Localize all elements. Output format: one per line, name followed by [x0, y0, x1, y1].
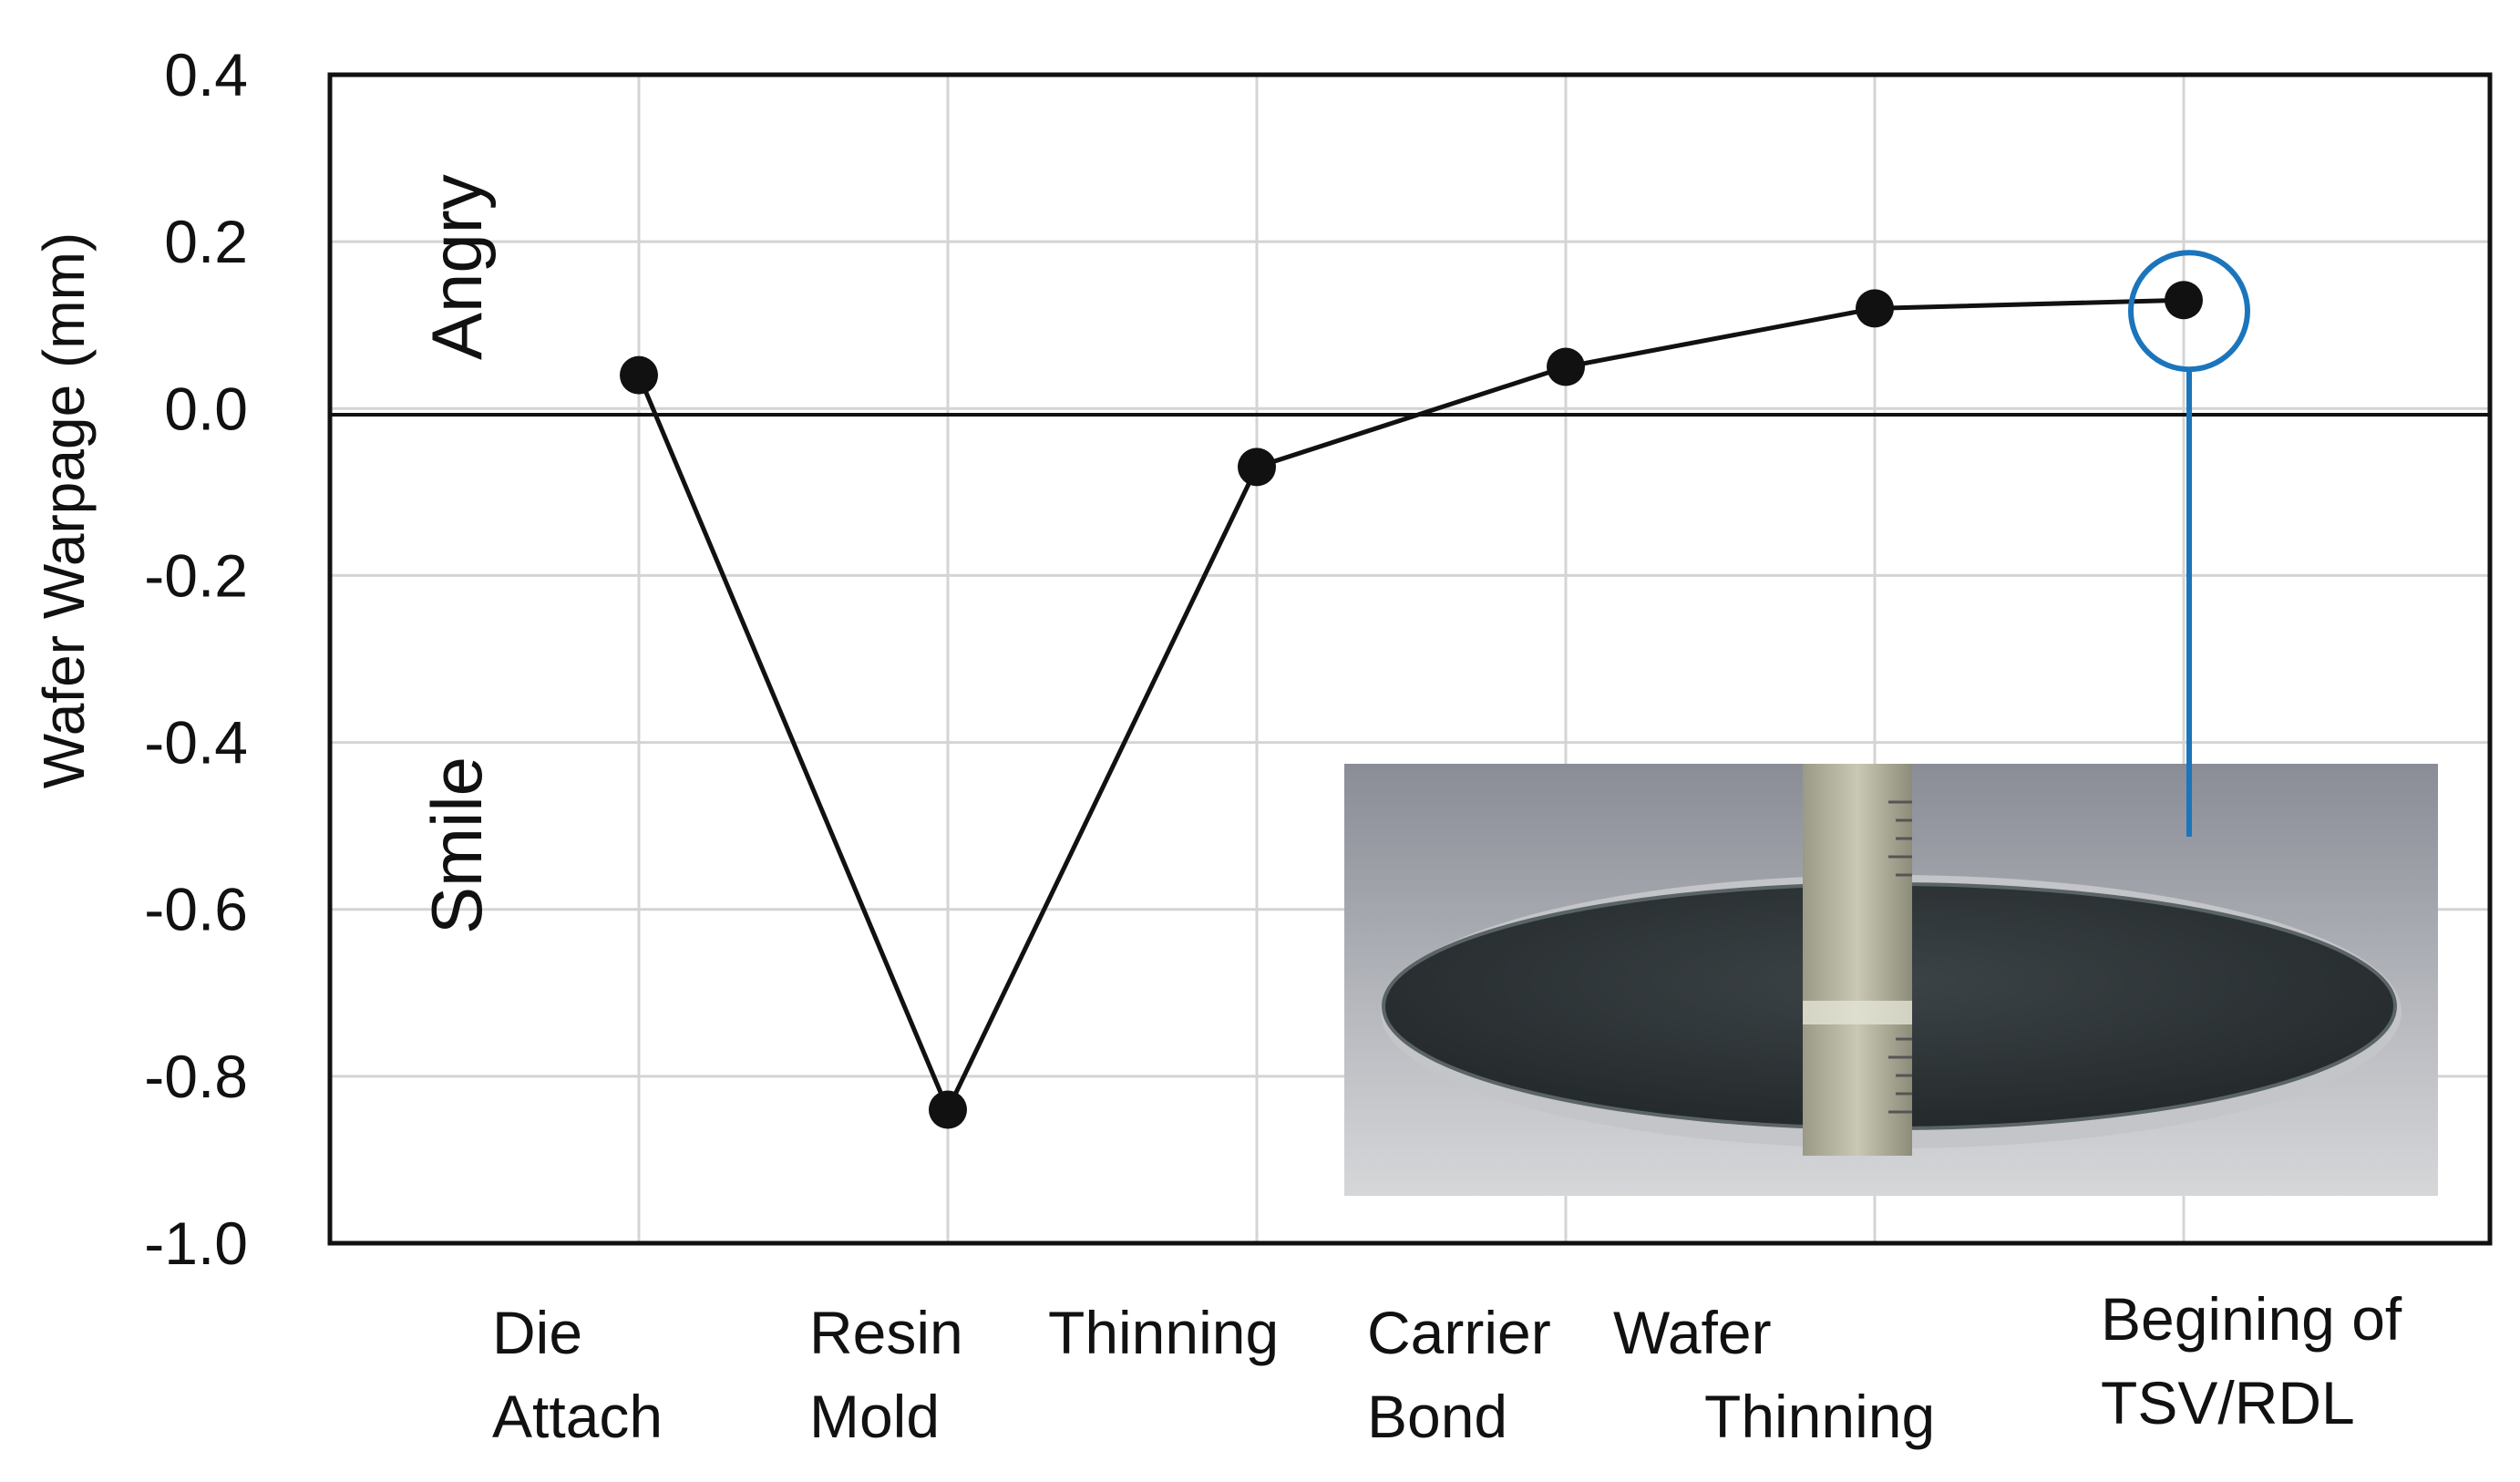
y-tick-label: 0.4 — [164, 41, 248, 108]
x-category-line: Thinning — [1704, 1383, 1935, 1450]
data-points — [620, 281, 2203, 1129]
data-point — [1547, 347, 1585, 386]
x-category-line: Die — [492, 1299, 582, 1366]
plot-frame — [327, 72, 2493, 1246]
x-category-line: Resin — [809, 1299, 963, 1366]
data-point — [620, 355, 658, 395]
x-category-label: Begining of TSV/RDL — [2101, 1285, 2402, 1436]
y-tick-label: -0.4 — [144, 709, 248, 777]
data-point — [1238, 448, 1276, 487]
ruler-photo — [1803, 764, 1912, 1156]
x-category-label: Carrier Bond — [1367, 1299, 1551, 1450]
x-category-label: Wafer Thinning — [1613, 1299, 1935, 1450]
x-category-label: Die Attach — [492, 1299, 663, 1450]
x-category-label: Resin Mold — [809, 1299, 963, 1450]
x-category-line: Mold — [809, 1383, 940, 1450]
x-category-line: Attach — [492, 1383, 663, 1450]
x-category-line: Carrier — [1367, 1299, 1551, 1366]
y-tick-label: -0.2 — [144, 541, 248, 609]
y-tick-label: 0.2 — [164, 208, 248, 275]
x-category-line: Begining of — [2101, 1285, 2402, 1353]
x-category-line: Wafer — [1613, 1299, 1772, 1366]
data-point — [2165, 281, 2203, 320]
x-category-label: Thinning — [1048, 1299, 1279, 1366]
data-point — [929, 1090, 967, 1129]
y-axis-title: Wafer Warpage (mm) — [31, 232, 97, 788]
x-category-line: Bond — [1367, 1383, 1507, 1450]
y-tick-label: -1.0 — [144, 1209, 248, 1277]
inset-wafer-photo — [1344, 764, 2438, 1196]
region-label-angry: Angry — [417, 174, 497, 360]
y-tick-labels: 0.4 0.2 0.0 -0.2 -0.4 -0.6 -0.8 -1.0 — [144, 41, 248, 1277]
x-category-labels: Die Attach Resin Mold Thinning Carrier Bond Waf… — [492, 1285, 2402, 1450]
series-line — [636, 297, 2185, 1116]
x-category-line: Thinning — [1048, 1299, 1279, 1366]
region-label-smile: Smile — [417, 756, 497, 934]
y-tick-label: -0.8 — [144, 1043, 248, 1110]
y-tick-label: -0.6 — [144, 876, 248, 943]
y-tick-label: 0.0 — [164, 375, 248, 442]
data-point — [1856, 289, 1894, 328]
x-category-line: TSV/RDL — [2101, 1369, 2355, 1436]
